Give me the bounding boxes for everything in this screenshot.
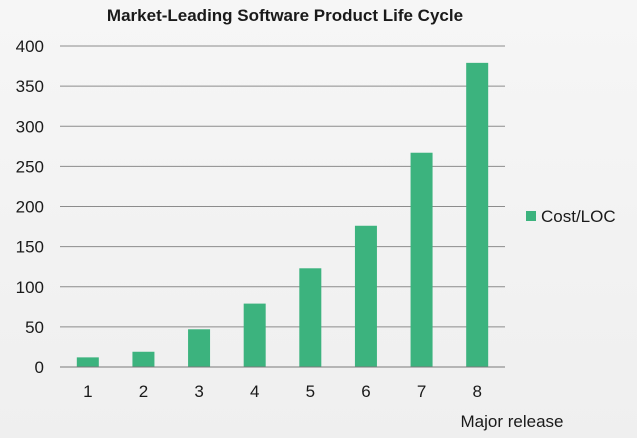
- y-tick-label: 300: [16, 117, 44, 136]
- x-tick-label: 4: [250, 382, 259, 401]
- legend-label-cost-loc: Cost/LOC: [541, 207, 616, 226]
- x-tick-label: 3: [194, 382, 203, 401]
- y-tick-label: 50: [25, 318, 44, 337]
- y-tick-label: 400: [16, 37, 44, 56]
- bar-release-1: [76, 357, 99, 367]
- x-tick-label: 1: [83, 382, 92, 401]
- x-tick-label: 6: [361, 382, 370, 401]
- y-tick-label: 200: [16, 198, 44, 217]
- x-tick-label: 8: [472, 382, 481, 401]
- bars: [76, 62, 489, 367]
- bar-release-7: [410, 152, 433, 367]
- x-tick-label: 5: [306, 382, 315, 401]
- bar-release-6: [354, 225, 377, 367]
- x-axis-title: Major release: [461, 412, 564, 431]
- bar-release-4: [243, 303, 266, 367]
- bar-release-3: [188, 329, 211, 367]
- y-tick-label: 350: [16, 77, 44, 96]
- bar-release-2: [132, 351, 155, 367]
- bar-release-5: [299, 268, 322, 367]
- y-axis-ticks: 0 50 100 150 200 250 300 350 400: [16, 37, 44, 377]
- gridlines: [60, 45, 505, 328]
- chart-title: Market-Leading Software Product Life Cyc…: [107, 6, 463, 25]
- legend-swatch-cost-loc: [526, 211, 536, 221]
- x-tick-label: 7: [417, 382, 426, 401]
- legend: Cost/LOC: [526, 207, 616, 226]
- y-tick-label: 150: [16, 238, 44, 257]
- x-tick-label: 2: [139, 382, 148, 401]
- y-tick-label: 100: [16, 278, 44, 297]
- x-axis-ticks: 1 2 3 4 5 6 7 8: [83, 382, 482, 401]
- bar-release-8: [466, 62, 489, 367]
- y-tick-label: 0: [35, 358, 44, 377]
- y-tick-label: 250: [16, 157, 44, 176]
